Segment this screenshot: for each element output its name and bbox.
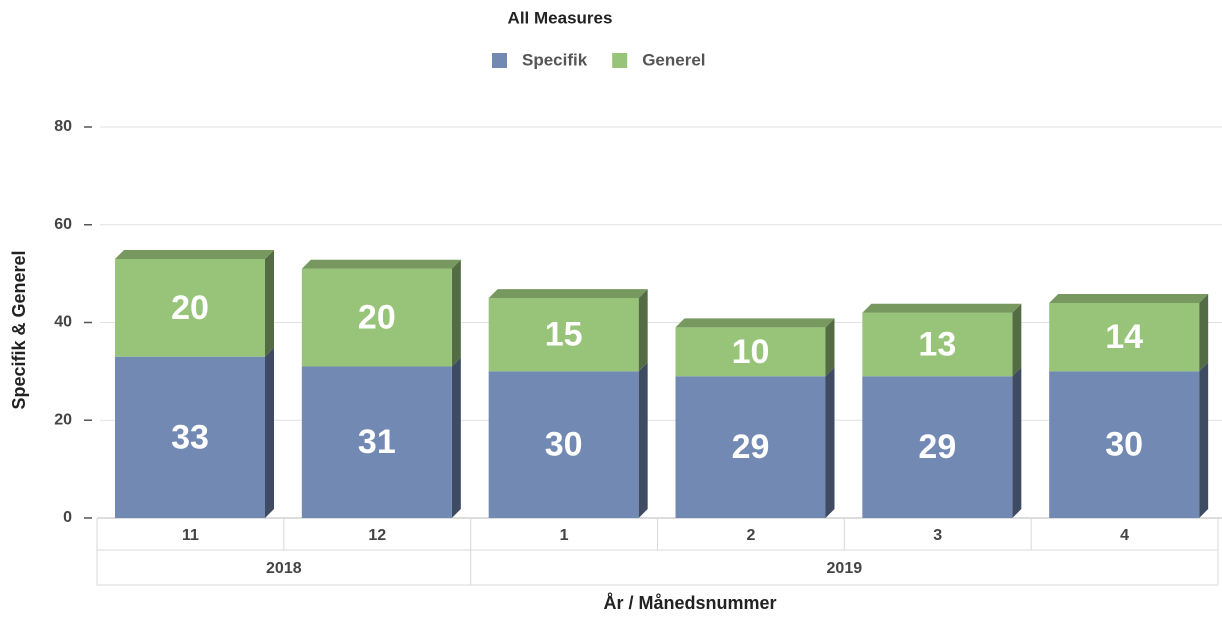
- x-axis-label: År / Månedsnummer: [603, 593, 776, 613]
- value-label: 30: [545, 426, 583, 464]
- value-label: 31: [358, 423, 396, 461]
- bar-top: [862, 303, 1022, 313]
- value-label: 33: [171, 418, 209, 456]
- value-label: 14: [1105, 318, 1143, 356]
- bar: [115, 356, 265, 518]
- bar: [301, 366, 452, 518]
- bar-side: [1199, 293, 1209, 372]
- bar-side: [265, 249, 274, 357]
- bar-side: [265, 347, 274, 518]
- bar: [301, 268, 452, 367]
- y-axis-label: Specifik & Generel: [9, 250, 29, 409]
- bar-side: [1012, 367, 1022, 518]
- bar: [488, 371, 639, 518]
- legend-label: Generel: [642, 50, 705, 69]
- bar-side: [1012, 303, 1022, 377]
- bar-top: [301, 259, 461, 269]
- bar-top: [115, 249, 274, 259]
- y-tick-label: 0: [63, 509, 72, 526]
- value-label: 30: [1105, 426, 1143, 464]
- value-label: 10: [732, 333, 770, 371]
- bar-top: [675, 318, 835, 328]
- legend-swatch: [492, 53, 507, 68]
- x-tick-label: 11: [182, 527, 199, 544]
- bar-side: [825, 318, 835, 377]
- bar: [115, 258, 265, 357]
- y-tick-label: 80: [54, 118, 72, 135]
- chart-title: All Measures: [508, 8, 613, 27]
- bar-side: [451, 357, 461, 518]
- bar: [862, 376, 1013, 518]
- y-tick-label: 20: [54, 411, 72, 428]
- bar-side: [451, 259, 461, 367]
- bar: [1049, 302, 1200, 372]
- value-label: 13: [918, 325, 956, 363]
- bar: [1049, 371, 1200, 518]
- value-label: 29: [918, 428, 956, 466]
- bar-side: [1199, 362, 1209, 518]
- x-tick-label: 4: [1120, 527, 1129, 544]
- legend-label: Specifik: [522, 50, 588, 69]
- y-tick-label: 60: [54, 216, 72, 233]
- value-label: 20: [358, 299, 396, 337]
- x-tick-label: 1: [560, 527, 569, 544]
- value-label: 20: [171, 289, 209, 327]
- bar: [675, 376, 826, 518]
- x-tick-label: 12: [368, 527, 386, 544]
- bar-side: [638, 362, 648, 518]
- x-group-label: 2019: [827, 560, 863, 577]
- bar-side: [638, 289, 648, 372]
- value-label: 29: [732, 428, 770, 466]
- y-tick-label: 40: [54, 314, 72, 331]
- x-group-label: 2018: [266, 560, 302, 577]
- bar-side: [825, 367, 835, 518]
- bar-top: [488, 289, 648, 299]
- value-label: 15: [545, 316, 583, 354]
- bar: [488, 298, 639, 372]
- bar: [862, 312, 1013, 377]
- x-tick-label: 3: [933, 527, 942, 544]
- x-tick-label: 2: [746, 527, 755, 544]
- bar: [675, 327, 826, 377]
- bar-top: [1049, 293, 1209, 303]
- legend-swatch: [612, 53, 628, 68]
